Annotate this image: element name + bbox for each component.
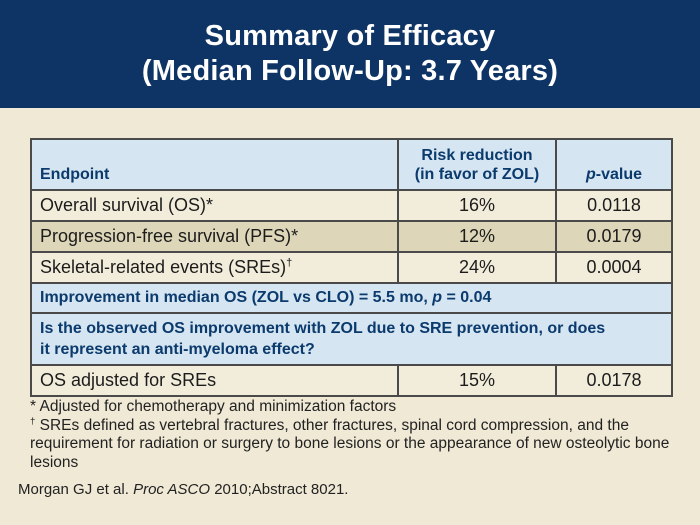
col-header-endpoint: Endpoint [30,138,399,191]
pvalue-header-rest: -value [595,166,643,183]
question-line1: Is the observed OS improvement with ZOL … [40,319,606,337]
pvalue-cell: 0.0179 [555,220,673,253]
table-row-sres: Skeletal-related events (SREs)† 24% 0.00… [30,251,673,284]
pvalue-cell: 0.0004 [555,251,673,284]
risk-cell: 16% [397,189,557,222]
question-line2: it represent an anti-myeloma effect? [40,340,315,358]
risk-cell: 12% [397,220,557,253]
improvement-text-before: Improvement in median OS (ZOL vs CLO) = … [40,289,433,306]
pvalue-cell: 0.0178 [555,364,673,397]
citation-journal: Proc ASCO [133,481,211,498]
risk-cell: 24% [397,251,557,284]
pvalue-cell: 0.0118 [555,189,673,222]
table-row-improvement: Improvement in median OS (ZOL vs CLO) = … [30,282,673,314]
table-row-question: Is the observed OS improvement with ZOL … [30,312,673,366]
endpoint-cell: Progression-free survival (PFS)* [30,220,399,253]
question-statement: Is the observed OS improvement with ZOL … [30,312,673,366]
citation: Morgan GJ et al. Proc ASCO 2010;Abstract… [18,481,348,498]
improvement-italic-p: p [432,289,443,306]
table-header-row: Endpoint Risk reduction (in favor of ZOL)… [30,138,673,191]
citation-authors: Morgan GJ et al. [18,481,134,498]
citation-rest: 2010;Abstract 8021. [210,481,349,498]
footnote-dagger: † SREs defined as vertebral fractures, o… [30,415,680,473]
title-band: Summary of Efficacy (Median Follow-Up: 3… [0,0,700,108]
efficacy-table: Endpoint Risk reduction (in favor of ZOL)… [30,138,673,397]
col-header-pvalue: p-value [555,138,673,191]
dagger-superscript: † [286,257,293,269]
slide-title-line2: (Median Follow-Up: 3.7 Years) [141,55,559,87]
slide-title-line1: Summary of Efficacy [204,20,496,52]
risk-header-line1: Risk reduction [421,147,533,164]
table-row-os-adjusted: OS adjusted for SREs 15% 0.0178 [30,364,673,397]
endpoint-cell: OS adjusted for SREs [30,364,399,397]
footnote-dagger-text: SREs defined as vertebral fractures, oth… [30,416,670,471]
footnote-asterisk: * Adjusted for chemotherapy and minimiza… [30,398,397,415]
col-header-risk-reduction: Risk reduction (in favor of ZOL) [397,138,557,191]
endpoint-text: Skeletal-related events (SREs) [40,257,287,277]
risk-header-line2: (in favor of ZOL) [414,166,540,183]
risk-cell: 15% [397,364,557,397]
dagger-superscript: † [30,415,36,427]
endpoint-cell: Skeletal-related events (SREs)† [30,251,399,284]
table-row-pfs: Progression-free survival (PFS)* 12% 0.0… [30,220,673,253]
pvalue-header-italic-p: p [585,166,596,183]
improvement-statement: Improvement in median OS (ZOL vs CLO) = … [30,282,673,314]
table-row-overall-survival: Overall survival (OS)* 16% 0.0118 [30,189,673,222]
improvement-text-after: = 0.04 [442,289,492,306]
footnotes: * Adjusted for chemotherapy and minimiza… [30,398,680,472]
endpoint-cell: Overall survival (OS)* [30,189,399,222]
